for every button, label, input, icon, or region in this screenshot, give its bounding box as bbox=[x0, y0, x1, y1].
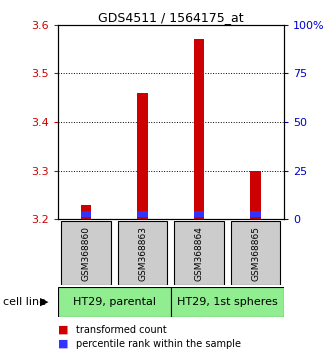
Text: ■: ■ bbox=[58, 339, 68, 349]
Text: cell line: cell line bbox=[3, 297, 46, 307]
Bar bbox=[81, 211, 91, 217]
Bar bbox=[61, 221, 111, 285]
Text: ▶: ▶ bbox=[40, 297, 49, 307]
Text: GSM368863: GSM368863 bbox=[138, 225, 147, 281]
Bar bbox=[194, 39, 204, 219]
Text: GSM368860: GSM368860 bbox=[82, 225, 90, 281]
Text: GSM368864: GSM368864 bbox=[194, 225, 204, 281]
Bar bbox=[250, 211, 261, 217]
Text: HT29, parental: HT29, parental bbox=[73, 297, 156, 307]
Bar bbox=[174, 221, 224, 285]
Text: percentile rank within the sample: percentile rank within the sample bbox=[76, 339, 241, 349]
Bar bbox=[250, 171, 261, 219]
Bar bbox=[231, 221, 280, 285]
Text: HT29, 1st spheres: HT29, 1st spheres bbox=[177, 297, 278, 307]
Bar bbox=[81, 205, 91, 219]
Bar bbox=[171, 287, 284, 317]
Bar bbox=[58, 287, 171, 317]
Title: GDS4511 / 1564175_at: GDS4511 / 1564175_at bbox=[98, 11, 244, 24]
Text: transformed count: transformed count bbox=[76, 325, 167, 335]
Text: GSM368865: GSM368865 bbox=[251, 225, 260, 281]
Bar bbox=[194, 211, 204, 217]
Text: ■: ■ bbox=[58, 325, 68, 335]
Bar bbox=[137, 93, 148, 219]
Bar bbox=[137, 211, 148, 217]
Bar bbox=[118, 221, 167, 285]
